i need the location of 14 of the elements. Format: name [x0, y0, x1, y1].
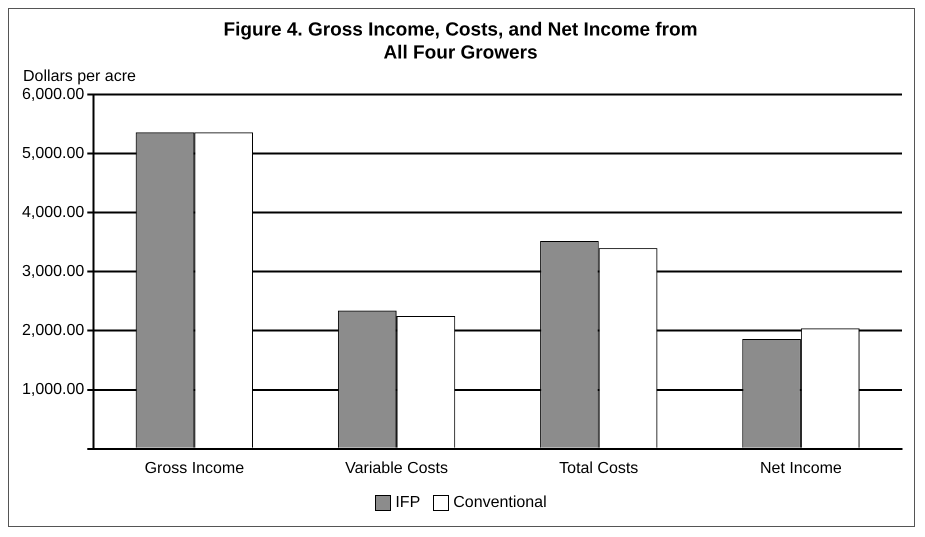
chart-title: Figure 4. Gross Income, Costs, and Net Income from All Four Growers [223, 20, 698, 64]
legend-label: IFP [395, 494, 420, 512]
x-tick-label: Gross Income [144, 460, 244, 477]
x-tick-label: Variable Costs [345, 460, 448, 477]
text: Conventional [453, 494, 547, 512]
x-tick-label: Net Income [760, 460, 842, 477]
y-tick-label: 4,000.00 [22, 204, 84, 222]
y-tick-label: 1,000.00 [22, 381, 84, 398]
y-tick-label: 5,000.00 [22, 145, 84, 162]
y-tick-label: 3,000.00 [22, 263, 84, 280]
y-tick-label: 2,000.00 [22, 322, 84, 340]
x-tick-label: Total Costs [559, 460, 638, 477]
y-tick-label: 6,000.00 [22, 86, 84, 104]
y-axis-title: Dollars per acre [23, 68, 136, 86]
